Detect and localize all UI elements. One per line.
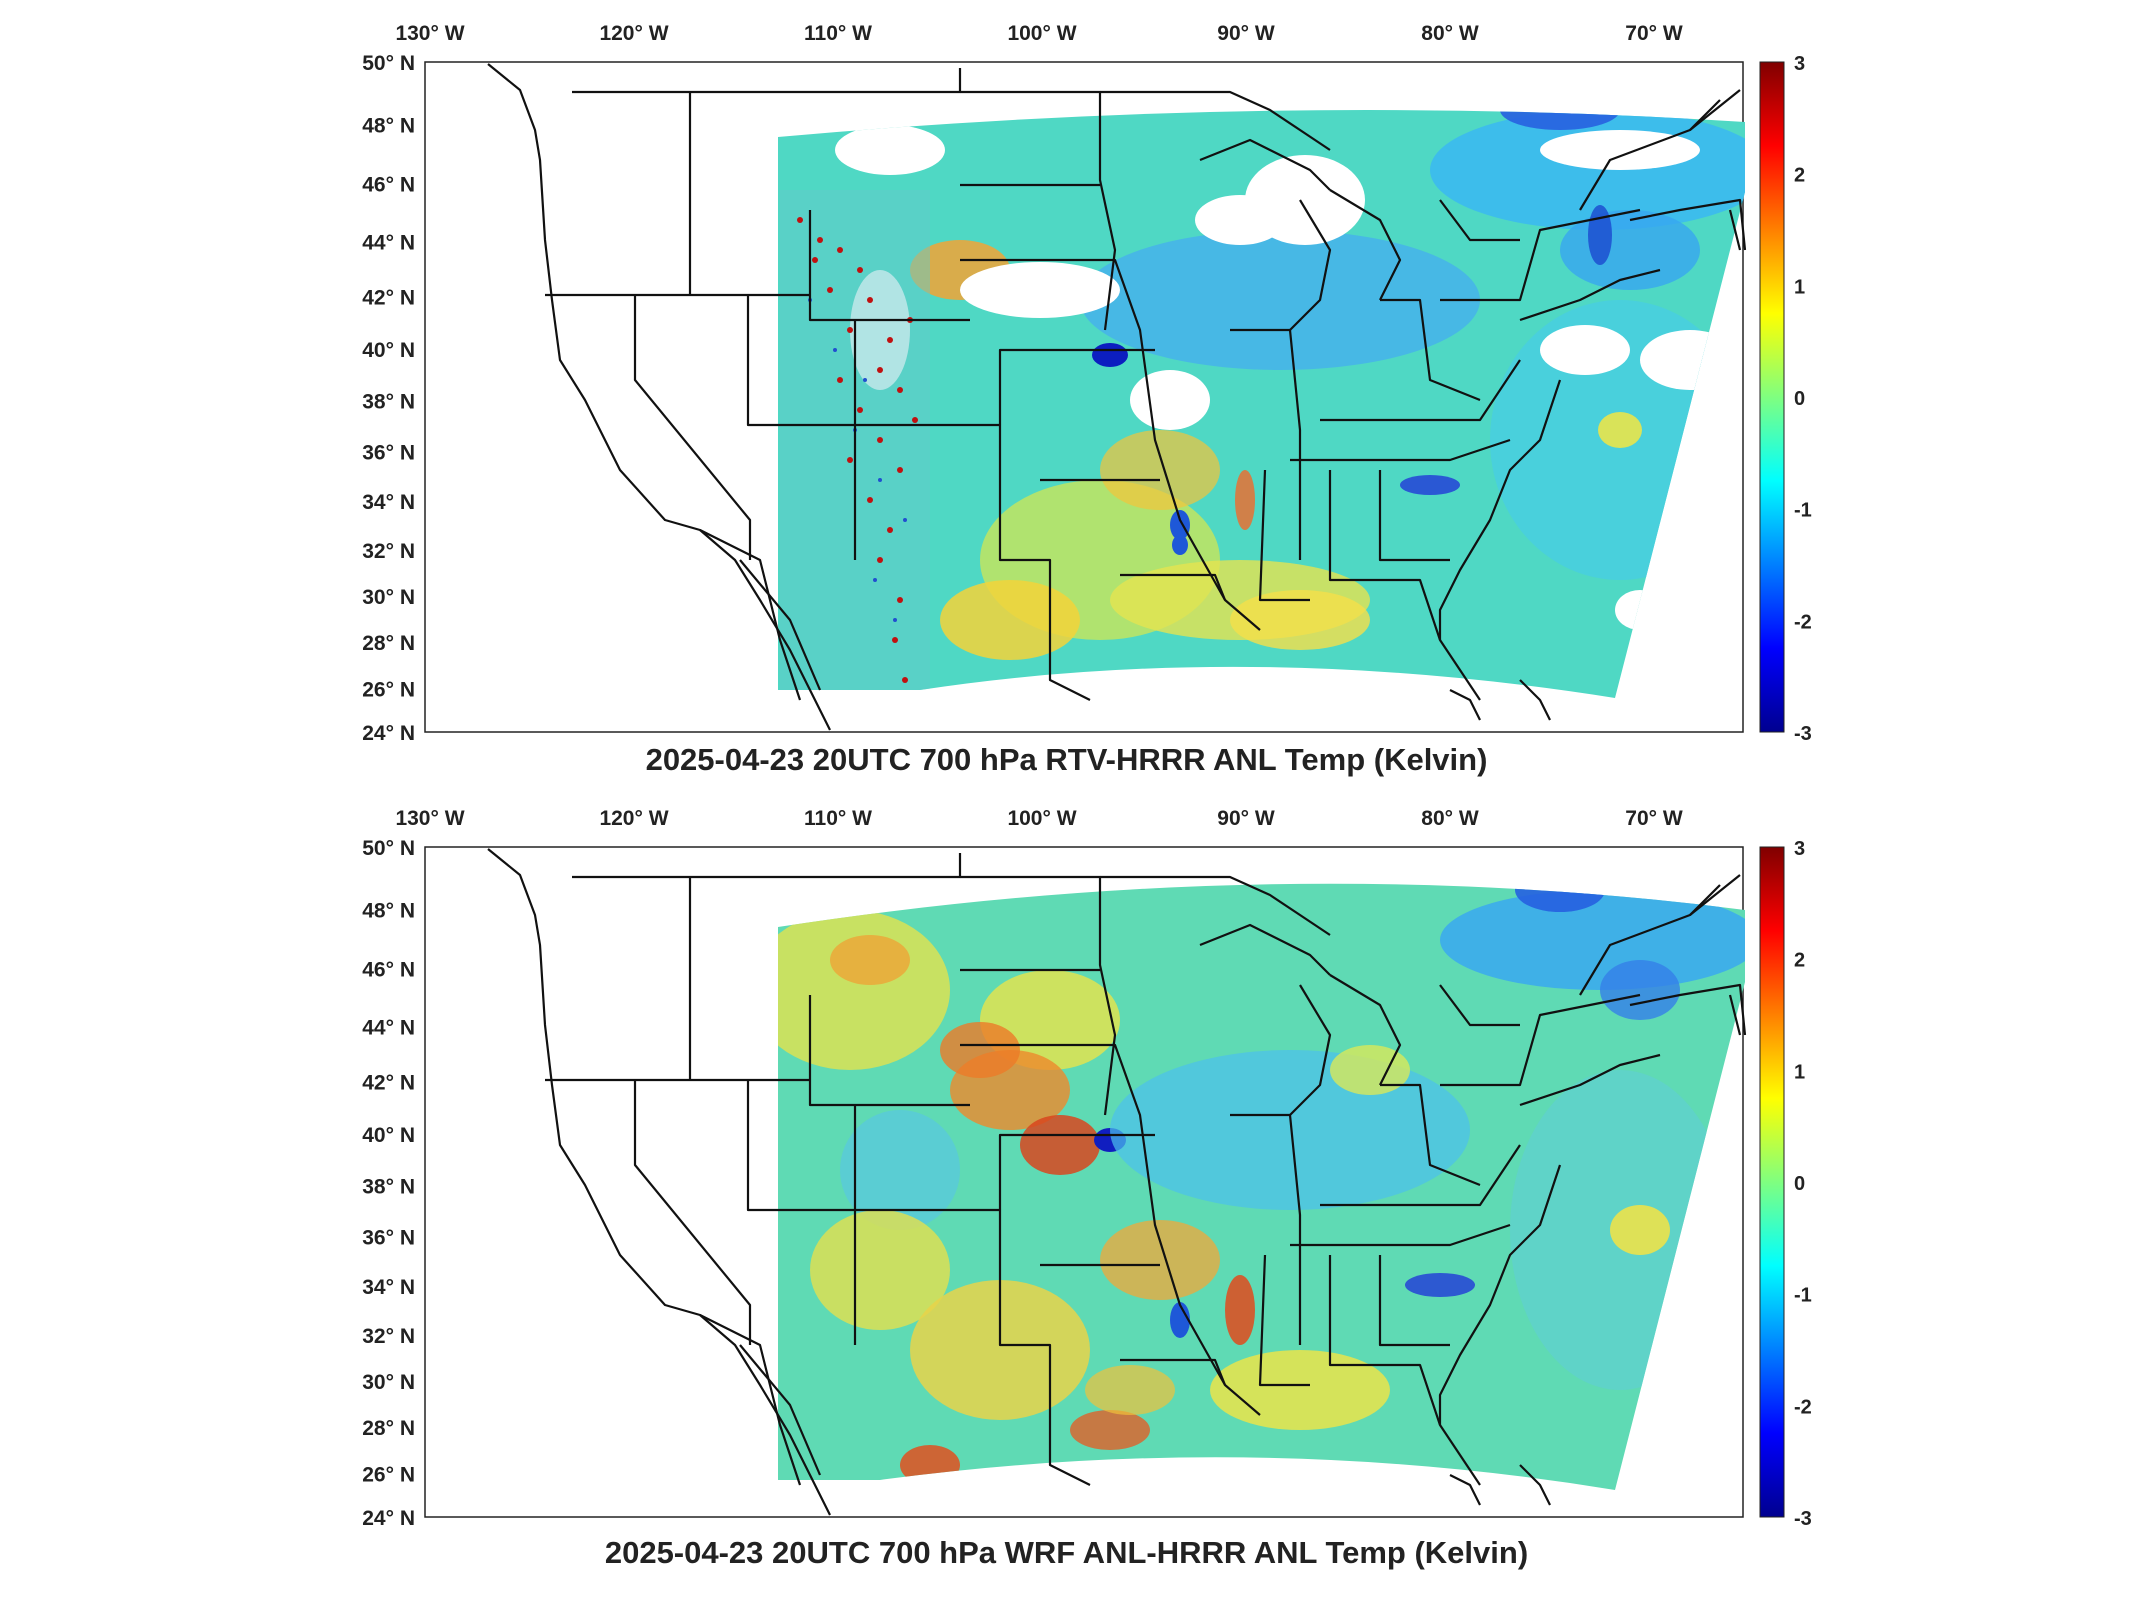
latitude-tick-label: 44° N [362,232,415,255]
latitude-tick-label: 46° N [362,173,415,196]
latitude-tick-label: 40° N [362,339,415,362]
colorbar-tick-label: -1 [1794,1285,1812,1307]
longitude-tick-label: 100° W [1007,807,1076,830]
colorbar-tick-label: -3 [1794,1508,1812,1530]
latitude-tick-label: 44° N [362,1017,415,1040]
colorbar-tick-label: -2 [1794,1396,1812,1418]
colorbar-tick-label: -2 [1794,611,1812,633]
latitude-tick-label: 36° N [362,441,415,464]
latitude-tick-label: 50° N [362,837,415,860]
latitude-tick-labels-top: 50° N 48° N 46° N 44° N 42° N 40° N 38° N 36° N… [362,52,415,745]
geographic-boundaries-bottom [487,848,1747,1516]
colorbar-tick-label: -3 [1794,723,1812,745]
latitude-tick-label: 24° N [362,722,415,745]
longitude-tick-labels-bottom: 130° W 120° W 110° W 100° W 90° W 80° W 70° W [395,807,1682,830]
longitude-tick-label: 120° W [599,807,668,830]
anomaly-field-top [778,110,1745,698]
latitude-tick-label: 28° N [362,1417,415,1440]
latitude-tick-label: 40° N [362,1124,415,1147]
bottom-map-panel: 130° W 120° W 110° W 100° W 90° W 80° W 70° W … [0,790,2133,1600]
longitude-tick-label: 130° W [395,807,464,830]
colorbar-top [1759,61,1785,733]
latitude-tick-label: 30° N [362,586,415,609]
latitude-tick-label: 48° N [362,899,415,922]
anomaly-field-bottom [778,883,1745,1490]
latitude-tick-labels-bottom: 50° N 48° N 46° N 44° N 42° N 40° N 38° N 36° N… [362,837,415,1530]
latitude-tick-label: 42° N [362,287,415,310]
latitude-tick-label: 34° N [362,1276,415,1299]
longitude-tick-label: 80° W [1421,22,1479,45]
latitude-tick-label: 38° N [362,1175,415,1198]
longitude-tick-label: 110° W [804,22,872,45]
top-map-figure: 130° W 120° W 110° W 100° W 90° W 80° W 70° W … [362,22,1812,745]
longitude-tick-label: 90° W [1217,807,1275,830]
latitude-tick-label: 32° N [362,1325,415,1348]
longitude-tick-label: 70° W [1625,22,1683,45]
colorbar-tick-label: 3 [1794,53,1805,75]
bottom-panel-title: 2025-04-23 20UTC 700 hPa WRF ANL-HRRR AN… [604,1535,1529,1570]
longitude-tick-label: 120° W [599,22,668,45]
colorbar-tick-label: 2 [1794,950,1805,972]
colorbar-tick-label: 1 [1794,276,1805,298]
top-map-panel: 130° W 120° W 110° W 100° W 90° W 80° W 70° W … [0,0,2133,790]
longitude-tick-label: 70° W [1625,807,1683,830]
longitude-tick-label: 130° W [395,22,464,45]
latitude-tick-label: 50° N [362,52,415,75]
longitude-tick-label: 100° W [1007,22,1076,45]
colorbar-tick-labels-top: 3 2 1 0 -1 -2 -3 [1794,53,1812,745]
colorbar-tick-labels-bottom: 3 2 1 0 -1 -2 -3 [1794,838,1812,1530]
latitude-tick-label: 24° N [362,1507,415,1530]
latitude-tick-label: 36° N [362,1226,415,1249]
latitude-tick-label: 46° N [362,958,415,981]
latitude-tick-label: 30° N [362,1371,415,1394]
top-panel-title: 2025-04-23 20UTC 700 hPa RTV-HRRR ANL Te… [645,742,1488,777]
latitude-tick-label: 48° N [362,114,415,137]
colorbar-tick-label: 0 [1794,1173,1805,1195]
latitude-tick-label: 42° N [362,1072,415,1095]
longitude-tick-label: 110° W [804,807,872,830]
latitude-tick-label: 34° N [362,491,415,514]
colorbar-tick-label: 2 [1794,165,1805,187]
colorbar-tick-label: -1 [1794,500,1812,522]
colorbar-bottom [1759,846,1785,1518]
longitude-tick-label: 90° W [1217,22,1275,45]
latitude-tick-label: 32° N [362,540,415,563]
latitude-tick-label: 26° N [362,1463,415,1486]
colorbar-tick-label: 0 [1794,388,1805,410]
geographic-boundaries-top [487,63,1747,731]
longitude-tick-label: 80° W [1421,807,1479,830]
latitude-tick-label: 38° N [362,390,415,413]
latitude-tick-label: 26° N [362,678,415,701]
bottom-map-figure: 130° W 120° W 110° W 100° W 90° W 80° W 70° W … [362,807,1812,1530]
colorbar-tick-label: 1 [1794,1061,1805,1083]
latitude-tick-label: 28° N [362,632,415,655]
longitude-tick-labels-top: 130° W 120° W 110° W 100° W 90° W 80° W 70° W [395,22,1682,45]
colorbar-tick-label: 3 [1794,838,1805,860]
